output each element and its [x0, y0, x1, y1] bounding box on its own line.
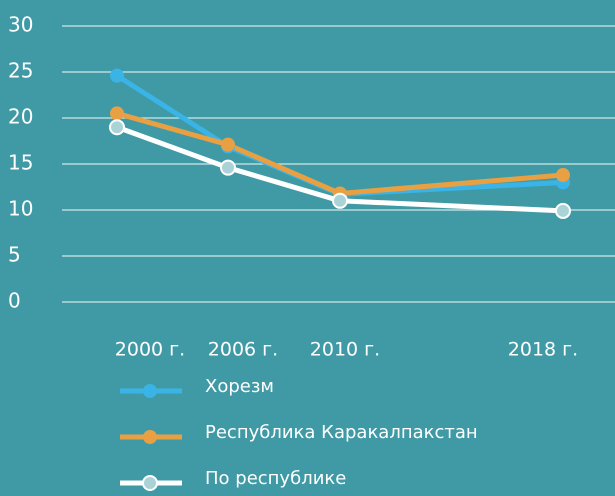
x-tick-label: 2018 г.	[508, 339, 578, 361]
y-tick-label: 25	[8, 59, 33, 83]
x-tick-label: 2000 г.	[115, 339, 185, 361]
y-tick-label: 15	[8, 151, 33, 175]
point	[555, 202, 571, 219]
legend-label: Хорезм	[205, 376, 274, 397]
series-line	[116, 110, 564, 196]
y-tick-label: 20	[8, 105, 33, 129]
point	[332, 192, 348, 209]
legend-label: По республике	[205, 468, 346, 489]
y-tick-label: 0	[8, 289, 21, 313]
point	[221, 137, 235, 152]
legend-label: Республика Каракалпакстан	[205, 422, 478, 443]
x-tick-label: 2006 г.	[208, 339, 278, 361]
point	[110, 68, 124, 83]
legend-marker	[143, 384, 157, 398]
legend-marker	[142, 475, 158, 491]
y-tick-label: 10	[8, 197, 33, 221]
point	[109, 119, 125, 136]
point	[110, 106, 124, 121]
point	[556, 168, 570, 183]
legend-marker	[143, 430, 157, 444]
series-line	[115, 73, 564, 197]
point	[220, 159, 236, 176]
series-line	[116, 124, 564, 214]
y-tick-label: 5	[8, 243, 21, 267]
x-tick-label: 2010 г.	[310, 339, 380, 361]
y-tick-label: 30	[8, 13, 33, 37]
